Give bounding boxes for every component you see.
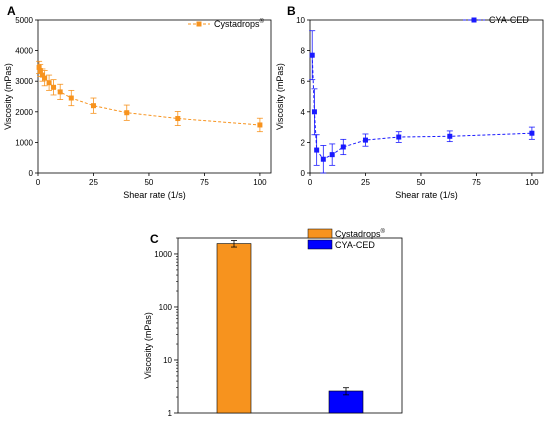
legend-swatch <box>307 228 333 239</box>
data-point <box>37 67 43 73</box>
plot-frame <box>37 19 272 174</box>
legend-label: Cystadrops® <box>335 228 386 239</box>
y-tick-label: 10 <box>163 356 172 365</box>
x-tick-label: 0 <box>308 178 313 187</box>
x-tick-label: 100 <box>525 178 539 187</box>
y-axis-label: Viscosity (mPas) <box>143 312 153 379</box>
data-point <box>42 75 48 81</box>
data-point <box>311 109 317 115</box>
y-tick-label: 1 <box>168 409 173 418</box>
data-point <box>362 137 368 143</box>
x-tick-label: 75 <box>200 178 209 187</box>
panel-letter: A <box>7 4 16 18</box>
y-tick-label: 100 <box>159 303 173 312</box>
x-tick-label: 50 <box>416 178 425 187</box>
data-point <box>68 95 74 101</box>
legend-label: Cystadrops® <box>214 18 265 29</box>
panel-letter: B <box>287 4 296 18</box>
plot-frame <box>177 237 403 414</box>
plot-frame <box>309 19 544 174</box>
x-tick-label: 100 <box>253 178 267 187</box>
x-tick-label: 25 <box>361 178 370 187</box>
data-point <box>314 147 320 153</box>
panel-B: 0 25 50 75 100 0 2 4 6 8 10 Shear rate (1/s) Viscosi… <box>275 4 544 200</box>
data-point <box>329 152 335 158</box>
data-point <box>340 144 346 150</box>
data-point <box>124 110 130 116</box>
y-tick-label: 4 <box>301 108 306 117</box>
y-tick-label: 3000 <box>15 77 33 86</box>
legend-marker <box>471 17 477 23</box>
legend-marker <box>196 21 202 27</box>
y-tick-label: 8 <box>301 47 306 56</box>
x-tick-label: 25 <box>89 178 98 187</box>
y-tick-label: 1000 <box>154 250 172 259</box>
bar <box>216 243 252 414</box>
data-point <box>320 156 326 162</box>
data-point <box>57 89 63 95</box>
y-tick-label: 2 <box>301 138 306 147</box>
y-tick-label: 0 <box>29 169 34 178</box>
data-point <box>175 116 181 122</box>
data-point <box>447 133 453 139</box>
data-point <box>51 84 57 90</box>
y-tick-label: 4000 <box>15 47 33 56</box>
data-point <box>396 134 402 140</box>
panel-C: 1 10 100 1000 Viscosity (mPas) C Cystadrops®CY… <box>143 228 403 418</box>
x-tick-label: 50 <box>144 178 153 187</box>
legend-label: CYA-CED <box>489 15 529 25</box>
y-tick-label: 6 <box>301 77 306 86</box>
data-point <box>529 130 535 136</box>
data-point <box>90 103 96 109</box>
data-point <box>36 64 42 70</box>
y-tick-label: 0 <box>301 169 306 178</box>
y-axis-label: Viscosity (mPas) <box>275 63 285 130</box>
legend-swatch <box>307 239 333 250</box>
legend-label-superscript: ® <box>260 18 265 25</box>
y-tick-label: 5000 <box>15 16 33 25</box>
y-tick-label: 2000 <box>15 108 33 117</box>
series-line <box>311 55 532 160</box>
legend-label: CYA-CED <box>335 240 375 250</box>
data-point <box>257 122 263 128</box>
y-tick-label: 10 <box>296 16 305 25</box>
legend-label-superscript: ® <box>381 228 386 235</box>
x-axis-label: Shear rate (1/s) <box>395 190 458 200</box>
data-point <box>309 52 315 58</box>
y-tick-label: 1000 <box>15 138 33 147</box>
x-tick-label: 0 <box>36 178 41 187</box>
x-axis-label: Shear rate (1/s) <box>123 190 186 200</box>
panel-letter: C <box>150 232 159 246</box>
data-point <box>46 80 52 86</box>
x-tick-label: 75 <box>472 178 481 187</box>
y-axis-label: Viscosity (mPas) <box>3 63 13 130</box>
data-point <box>39 72 45 78</box>
